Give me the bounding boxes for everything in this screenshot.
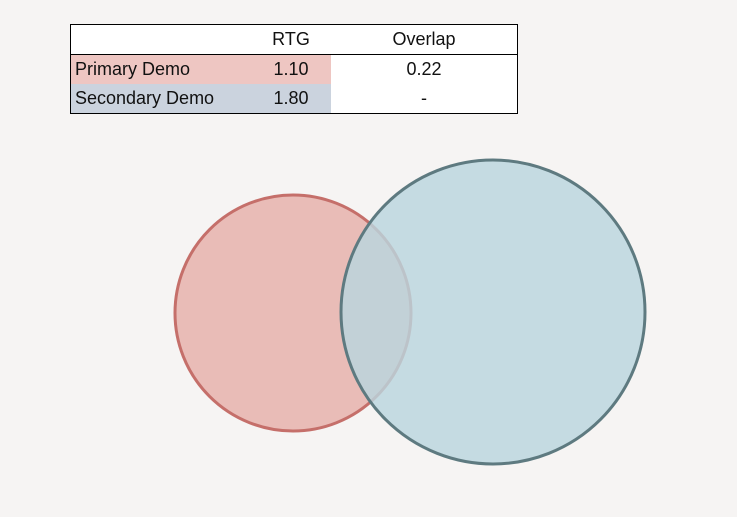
header-rtg: RTG: [272, 29, 310, 49]
primary-rtg-fill: [251, 55, 331, 84]
secondary-rtg-value: 1.80: [273, 88, 309, 108]
table-row-primary: Primary Demo 1.10 0.22: [71, 55, 517, 84]
secondary-demo-circle: [339, 158, 647, 466]
primary-overlap-value: 0.22: [406, 59, 442, 79]
ratings-table: RTG Overlap Primary Demo 1.10 0.22 Secon…: [70, 24, 518, 114]
table-row-secondary: Secondary Demo 1.80 -: [71, 84, 517, 113]
secondary-demo-label: Secondary Demo: [75, 88, 215, 108]
primary-demo-label: Primary Demo: [75, 59, 191, 79]
secondary-overlap-value: -: [421, 88, 427, 108]
primary-rtg-value: 1.10: [273, 59, 309, 79]
secondary-rtg-fill: [251, 84, 331, 113]
primary-name-fill: [71, 55, 251, 84]
secondary-name-fill: [71, 84, 251, 113]
header-overlap: Overlap: [392, 29, 456, 49]
table-header-row: RTG Overlap: [71, 25, 517, 55]
